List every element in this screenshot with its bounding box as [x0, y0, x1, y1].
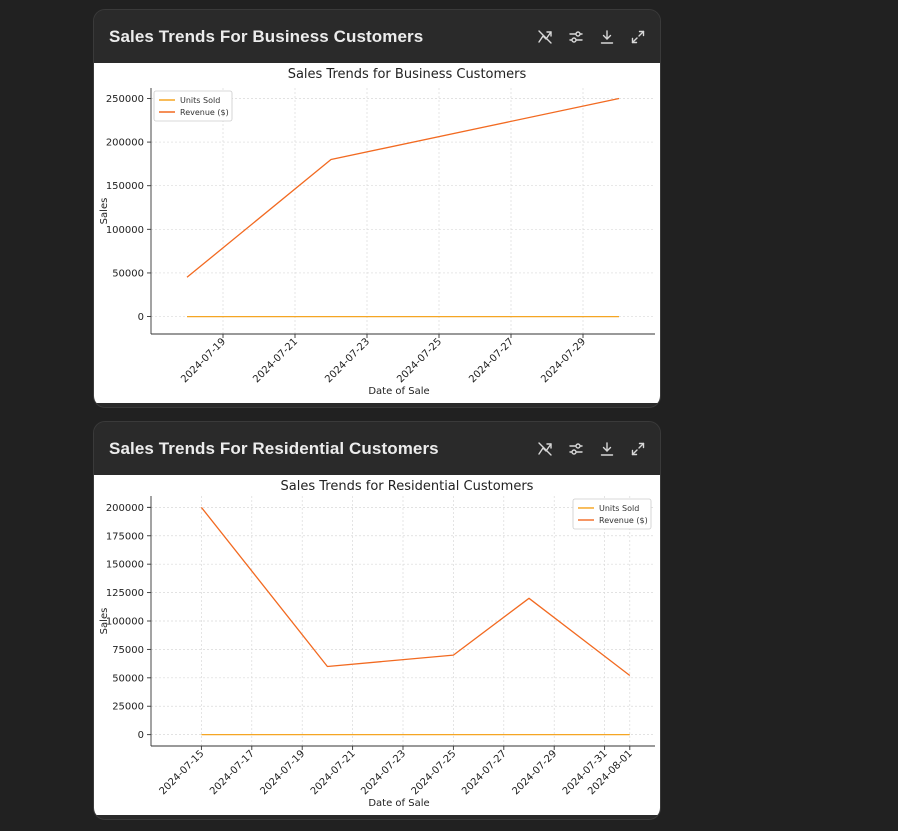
chart-card-residential: Sales Trends For Residential Customers: [93, 421, 661, 820]
customize-button[interactable]: [565, 438, 586, 459]
legend-label: Revenue ($): [180, 108, 229, 117]
expand-button[interactable]: [627, 438, 648, 459]
chart-toolbar: [534, 26, 648, 47]
sliders-icon: [568, 442, 583, 455]
x-tick-label: 2024-07-29: [510, 748, 559, 797]
expand-icon: [631, 442, 644, 455]
x-tick-label: 2024-07-23: [359, 748, 408, 797]
chart-image-area: 0 25000 50000 75000 100000 125000 150000 175000…: [94, 475, 660, 815]
download-icon: [600, 441, 613, 456]
x-tick-label: 2024-07-21: [251, 336, 300, 385]
y-tick-label: 50000: [112, 673, 144, 684]
legend-label: Units Sold: [599, 504, 639, 513]
legend-box: [572, 498, 652, 530]
x-tick-label: 2024-07-15: [158, 748, 207, 797]
series-line-revenue: [200, 506, 631, 677]
chart-image-area: 0 50000 100000 150000 200000 250000 2024-07-19…: [94, 63, 660, 403]
legend-box: [153, 90, 233, 122]
customize-button[interactable]: [565, 26, 586, 47]
legend-label: Units Sold: [180, 96, 220, 105]
x-tick-label: 2024-07-19: [258, 748, 307, 797]
y-axis-label: Sales: [99, 198, 110, 225]
y-tick-label: 200000: [106, 503, 144, 514]
card-header: Sales Trends For Business Customers: [94, 10, 660, 63]
switch-interactive-button[interactable]: [534, 26, 555, 47]
chart-toolbar: [534, 438, 648, 459]
residential-sales-chart: 0 25000 50000 75000 100000 125000 150000 175000…: [99, 479, 655, 809]
x-tick-label: 2024-07-23: [323, 336, 372, 385]
y-tick-label: 50000: [112, 268, 144, 279]
legend: Units Sold Revenue ($): [153, 90, 233, 122]
x-axis-label: Date of Sale: [368, 798, 429, 809]
x-tick-label: 2024-07-25: [410, 748, 459, 797]
business-sales-chart: 0 50000 100000 150000 200000 250000 2024-07-19…: [99, 67, 655, 397]
sliders-icon: [568, 30, 583, 43]
card-header: Sales Trends For Residential Customers: [94, 422, 660, 475]
card-title: Sales Trends For Residential Customers: [109, 438, 439, 458]
x-tick-label: 2024-07-29: [539, 336, 588, 385]
y-tick-label: 25000: [112, 702, 144, 713]
y-tick-label: 150000: [106, 181, 144, 192]
y-tick-label: 75000: [112, 645, 144, 656]
download-button[interactable]: [596, 26, 617, 47]
y-tick-label: 175000: [106, 531, 144, 542]
y-tick-label: 0: [138, 312, 144, 323]
chart-title: Sales Trends for Business Customers: [288, 67, 527, 82]
expand-icon: [631, 30, 644, 43]
chart-toggle-icon: [537, 441, 552, 456]
y-tick-label: 200000: [106, 138, 144, 149]
legend-label: Revenue ($): [599, 516, 648, 525]
x-tick-label: 2024-07-27: [460, 748, 509, 797]
x-tick-label: 2024-07-17: [208, 748, 257, 797]
chart-title: Sales Trends for Residential Customers: [281, 479, 534, 494]
y-tick-label: 250000: [106, 94, 144, 105]
y-tick-label: 100000: [106, 617, 144, 628]
y-axis-label: Sales: [99, 608, 110, 635]
y-tick-label: 125000: [106, 588, 144, 599]
expand-button[interactable]: [627, 26, 648, 47]
switch-interactive-button[interactable]: [534, 438, 555, 459]
x-tick-label: 2024-07-21: [309, 748, 358, 797]
x-axis-label: Date of Sale: [368, 386, 429, 397]
chart-card-business: Sales Trends For Business Customers: [93, 9, 661, 408]
card-title: Sales Trends For Business Customers: [109, 26, 424, 46]
series-line-revenue: [186, 97, 620, 278]
x-tick-label: 2024-07-19: [179, 336, 228, 385]
y-tick-label: 100000: [106, 225, 144, 236]
x-tick-label: 2024-07-27: [467, 336, 516, 385]
y-tick-label: 0: [138, 730, 144, 741]
chart-toggle-icon: [537, 29, 552, 44]
x-tick-label: 2024-07-25: [395, 336, 444, 385]
download-icon: [600, 29, 613, 44]
download-button[interactable]: [596, 438, 617, 459]
legend: Units Sold Revenue ($): [572, 498, 652, 530]
y-tick-label: 150000: [106, 560, 144, 571]
